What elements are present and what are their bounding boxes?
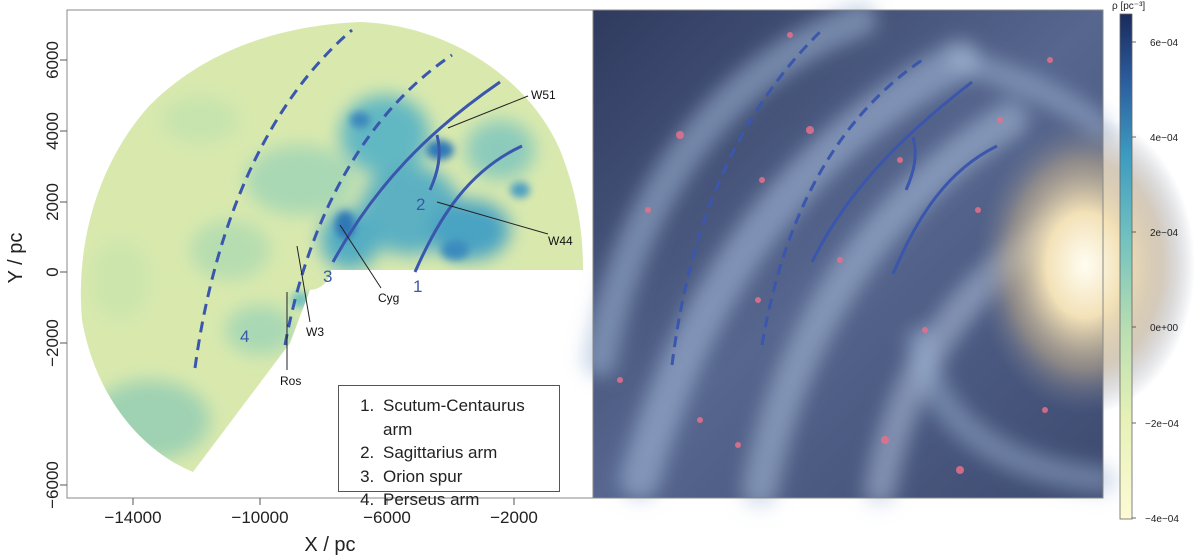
legend-item-orion-spur: Orion spur	[379, 465, 549, 489]
legend-item-scutum-centaurus: Scutum-Centaurus arm	[379, 394, 549, 441]
annotation-leaders	[286, 95, 549, 370]
arm-number-1: 1	[413, 277, 422, 296]
y-tick-label: −2000	[43, 319, 62, 367]
y-tick-label: 4000	[43, 112, 62, 150]
colorbar-tick-label: 2e−04	[1150, 228, 1179, 239]
arm-legend: Scutum-Centaurus arm Sagittarius arm Ori…	[338, 385, 560, 509]
y-axis: 6000 4000 2000 0 −2000 −6000 Y / pc	[5, 41, 67, 509]
y-axis-title: Y / pc	[5, 233, 27, 284]
colorbar-tick-label: −2e−04	[1145, 419, 1179, 430]
legend-item-perseus: Perseus arm	[379, 488, 549, 512]
annotation-w3: W3	[306, 325, 324, 339]
annotation-w44: W44	[548, 234, 573, 248]
annotation-cyg: Cyg	[378, 291, 399, 305]
colorbar: ρ [pc⁻³] 6e−04 4e−04 2e−04 0e+00 −2e−04 …	[1112, 1, 1179, 525]
colorbar-tick-label: 6e−04	[1150, 38, 1179, 49]
x-tick-label: −10000	[231, 508, 288, 527]
x-axis-title: X / pc	[304, 534, 355, 556]
annotation-ros: Ros	[280, 374, 301, 388]
sagittarius-branch-trace	[428, 134, 441, 191]
x-tick-label: −14000	[104, 508, 161, 527]
x-tick-label: −6000	[363, 508, 411, 527]
x-tick-label: −2000	[490, 508, 538, 527]
y-tick-label: 6000	[43, 41, 62, 79]
colorbar-tick-label: −4e−04	[1145, 514, 1179, 525]
colorbar-label: ρ [pc⁻³]	[1112, 1, 1145, 12]
arm-traces	[193, 28, 523, 369]
arm-number-3: 3	[323, 267, 332, 286]
colorbar-tick-label: 4e−04	[1150, 133, 1179, 144]
y-tick-label: 0	[43, 267, 62, 276]
galaxy-illustration	[583, 3, 1195, 508]
star-forming-regions	[617, 32, 1053, 474]
map-panel: W51 W44 Cyg W3 Ros 1 2 3 4 6000 4000 200…	[5, 9, 594, 556]
sagittarius-arm-trace	[331, 80, 501, 263]
y-tick-label: −6000	[43, 461, 62, 509]
perseus-arm-trace	[193, 28, 353, 369]
colorbar-gradient	[1119, 13, 1133, 520]
legend-item-sagittarius: Sagittarius arm	[379, 441, 549, 465]
arm-number-4: 4	[240, 327, 249, 346]
annotation-w51: W51	[531, 88, 556, 102]
scutum-centaurus-arm-trace	[413, 144, 523, 273]
colorbar-tick-label: 0e+00	[1150, 323, 1179, 334]
orion-spur-trace-dashed	[283, 53, 453, 346]
arm-legend-list: Scutum-Centaurus arm Sagittarius arm Ori…	[349, 394, 549, 512]
galactic-bulge	[975, 115, 1195, 415]
arm-number-2: 2	[416, 195, 425, 214]
y-tick-label: 2000	[43, 183, 62, 221]
x-axis: −14000 −10000 −6000 −2000 X / pc	[104, 498, 538, 556]
galaxy-arm-overlay	[670, 28, 998, 366]
